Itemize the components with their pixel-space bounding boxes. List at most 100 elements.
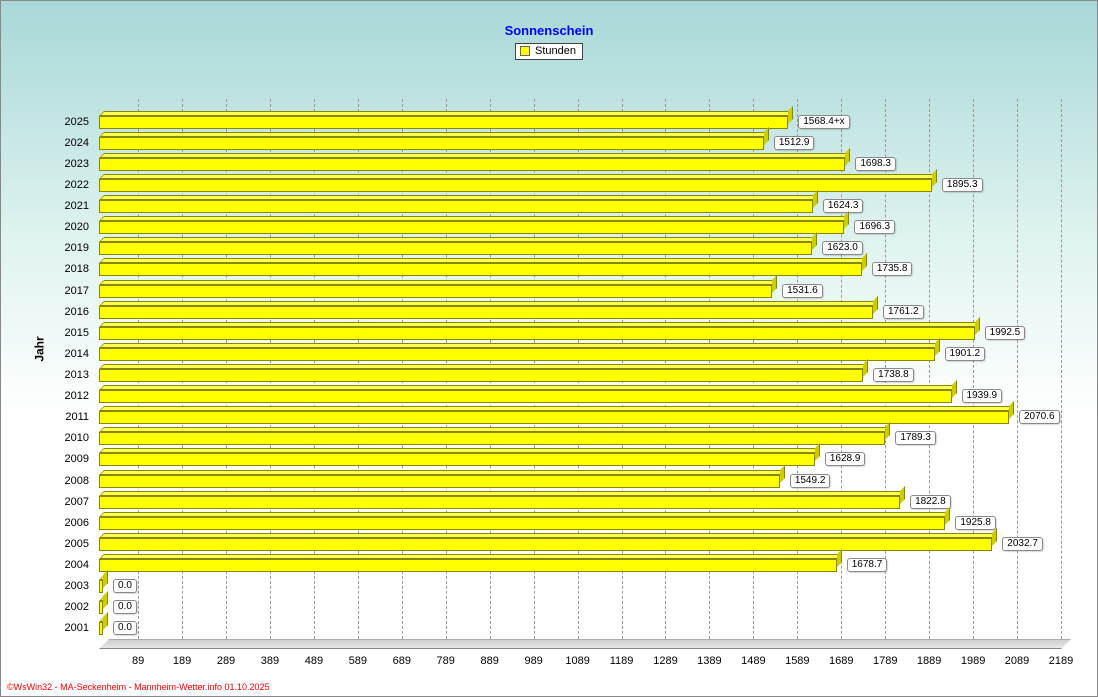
y-tick-label: 2009 bbox=[65, 453, 89, 465]
bar bbox=[99, 453, 815, 466]
bar-value-label: 1531.6 bbox=[782, 284, 823, 298]
bar-side-face bbox=[975, 317, 980, 335]
bar bbox=[99, 601, 103, 614]
bar bbox=[99, 116, 788, 129]
plot-area: 8918928938948958968978988998910891189128… bbox=[99, 99, 1061, 657]
bar-face bbox=[99, 559, 837, 572]
x-tick-label: 1889 bbox=[917, 655, 941, 667]
bar-side-face bbox=[935, 338, 940, 356]
x-tick-label: 589 bbox=[349, 655, 367, 667]
bar bbox=[99, 432, 885, 445]
bar-value-label: 1735.8 bbox=[872, 262, 913, 276]
y-tick-label: 2016 bbox=[65, 306, 89, 318]
bar-side-face bbox=[788, 106, 793, 124]
bar-value-label: 1628.9 bbox=[825, 452, 866, 466]
y-tick-label: 2006 bbox=[65, 517, 89, 529]
y-tick-label: 2014 bbox=[65, 348, 89, 360]
bar-top-face bbox=[99, 111, 793, 116]
bar-face bbox=[99, 200, 813, 213]
x-tick-label: 189 bbox=[173, 655, 191, 667]
bar-side-face bbox=[932, 169, 937, 187]
credit-text: ©WsWin32 - MA-Seckenheim - Mannheim-Wett… bbox=[7, 682, 270, 692]
x-tick-label: 689 bbox=[393, 655, 411, 667]
bar bbox=[99, 411, 1009, 424]
bar bbox=[99, 179, 932, 192]
x-tick-label: 789 bbox=[437, 655, 455, 667]
bar-side-face bbox=[812, 232, 817, 250]
bar-side-face bbox=[103, 591, 108, 609]
bar bbox=[99, 622, 103, 635]
bar-side-face bbox=[845, 148, 850, 166]
bar-face bbox=[99, 306, 873, 319]
x-tick-label: 1289 bbox=[653, 655, 677, 667]
bar-side-face bbox=[885, 422, 890, 440]
bar-value-label: 0.0 bbox=[113, 600, 137, 614]
bar-side-face bbox=[900, 486, 905, 504]
bar bbox=[99, 538, 992, 551]
bar-side-face bbox=[815, 443, 820, 461]
y-tick-label: 2004 bbox=[65, 559, 89, 571]
x-tick-label: 1189 bbox=[610, 655, 634, 667]
bar-face bbox=[99, 137, 764, 150]
x-tick-label: 489 bbox=[305, 655, 323, 667]
bar-value-label: 1992.5 bbox=[985, 326, 1026, 340]
bar-top-face bbox=[99, 448, 820, 453]
y-tick-label: 2023 bbox=[65, 158, 89, 170]
bar-top-face bbox=[99, 280, 777, 285]
y-tick-label: 2024 bbox=[65, 137, 89, 149]
y-tick-label: 2025 bbox=[65, 116, 89, 128]
y-axis-label: Jahr bbox=[33, 336, 47, 361]
y-tick-label: 2021 bbox=[65, 200, 89, 212]
bar-face bbox=[99, 242, 812, 255]
bar bbox=[99, 137, 764, 150]
y-tick-label: 2001 bbox=[65, 622, 89, 634]
x-tick-label: 389 bbox=[261, 655, 279, 667]
bar bbox=[99, 242, 812, 255]
bar-value-label: 2070.6 bbox=[1019, 410, 1060, 424]
x-tick-label: 889 bbox=[481, 655, 499, 667]
bar bbox=[99, 327, 975, 340]
bar bbox=[99, 263, 862, 276]
bar-value-label: 1822.8 bbox=[910, 495, 951, 509]
gridline bbox=[1061, 99, 1062, 639]
bar-top-face bbox=[99, 427, 890, 432]
bar-face bbox=[99, 116, 788, 129]
bar-value-label: 1761.2 bbox=[883, 305, 924, 319]
x-tick-label: 1489 bbox=[741, 655, 765, 667]
bar-face bbox=[99, 496, 900, 509]
bar-top-face bbox=[99, 153, 850, 158]
y-tick-label: 2002 bbox=[65, 601, 89, 613]
y-tick-label: 2005 bbox=[65, 538, 89, 550]
y-tick-label: 2008 bbox=[65, 475, 89, 487]
bar-side-face bbox=[1009, 401, 1014, 419]
y-tick-label: 2012 bbox=[65, 390, 89, 402]
chart-title: Sonnenschein bbox=[1, 23, 1097, 38]
bar-face bbox=[99, 390, 952, 403]
x-tick-label: 989 bbox=[524, 655, 542, 667]
bar-value-label: 0.0 bbox=[113, 579, 137, 593]
plot-floor bbox=[99, 639, 1071, 649]
y-tick-label: 2013 bbox=[65, 369, 89, 381]
bar-value-label: 1895.3 bbox=[942, 178, 983, 192]
bar-value-label: 1738.8 bbox=[873, 368, 914, 382]
bar-top-face bbox=[99, 301, 878, 306]
bar-side-face bbox=[945, 507, 950, 525]
bar-top-face bbox=[99, 406, 1014, 411]
bar-top-face bbox=[99, 533, 997, 538]
bar-face bbox=[99, 369, 863, 382]
x-tick-label: 2089 bbox=[1005, 655, 1029, 667]
x-tick-label: 89 bbox=[132, 655, 144, 667]
x-tick-label: 1589 bbox=[785, 655, 809, 667]
bar-side-face bbox=[813, 190, 818, 208]
y-tick-label: 2015 bbox=[65, 327, 89, 339]
bar-top-face bbox=[99, 491, 905, 496]
bar-top-face bbox=[99, 237, 817, 242]
chart-frame: Sonnenschein Stunden Jahr 89189289389489… bbox=[0, 0, 1098, 697]
bar-top-face bbox=[99, 322, 980, 327]
bar-value-label: 1901.2 bbox=[945, 347, 986, 361]
bar-face bbox=[99, 411, 1009, 424]
bar-side-face bbox=[873, 296, 878, 314]
bar bbox=[99, 306, 873, 319]
bar-value-label: 1624.3 bbox=[823, 199, 864, 213]
bar-value-label: 1789.3 bbox=[895, 431, 936, 445]
